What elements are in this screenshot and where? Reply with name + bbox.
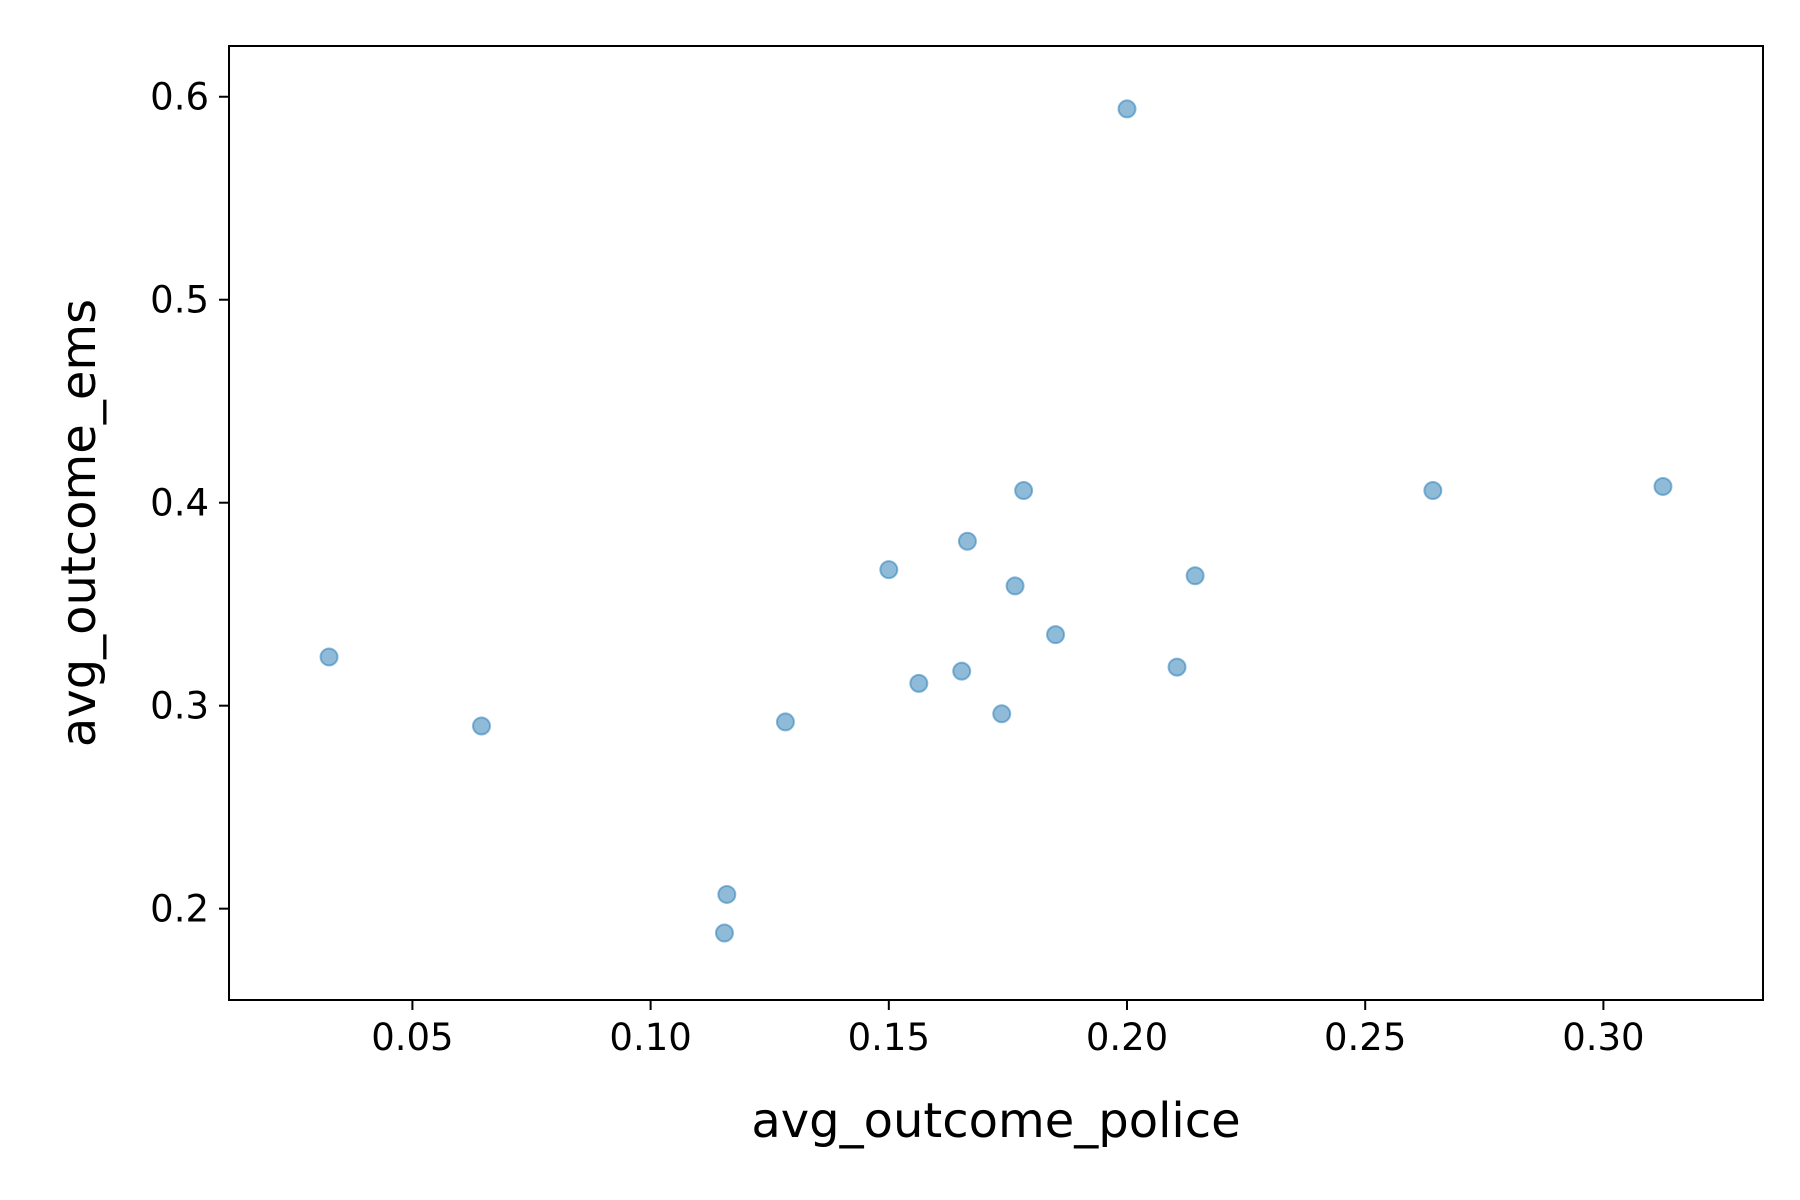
- data-point: [1117, 99, 1137, 119]
- y-tick-label: 0.2: [150, 888, 209, 931]
- data-point: [879, 560, 899, 580]
- data-point: [1046, 625, 1066, 645]
- data-point: [992, 704, 1012, 724]
- data-point: [1014, 481, 1034, 501]
- x-tick-label: 0.15: [848, 1016, 930, 1059]
- data-point: [714, 923, 734, 943]
- x-tick-label: 0.25: [1324, 1016, 1406, 1059]
- data-points: [319, 99, 1673, 943]
- x-tick-label: 0.10: [609, 1016, 691, 1059]
- x-axis: 0.05 0.10 0.15 0.20 0.25 0.30: [371, 1000, 1645, 1059]
- data-point: [909, 673, 929, 693]
- plot-frame: [228, 45, 1764, 1001]
- data-point: [1423, 481, 1443, 501]
- data-point: [1653, 476, 1673, 496]
- x-axis-label: avg_outcome_police: [751, 1093, 1240, 1149]
- data-point: [1005, 576, 1025, 596]
- data-point: [471, 716, 491, 736]
- x-tick-label: 0.20: [1086, 1016, 1168, 1059]
- x-tick-label: 0.30: [1562, 1016, 1644, 1059]
- x-tick-label: 0.05: [371, 1016, 453, 1059]
- y-tick-label: 0.4: [150, 482, 209, 525]
- y-tick-label: 0.3: [150, 685, 209, 728]
- data-point: [775, 712, 795, 732]
- data-point: [952, 661, 972, 681]
- data-point: [957, 531, 977, 551]
- data-point: [319, 647, 339, 667]
- y-tick-label: 0.6: [150, 76, 209, 119]
- y-axis-label: avg_outcome_ems: [51, 299, 107, 747]
- y-axis: 0.2 0.3 0.4 0.5 0.6: [150, 76, 229, 931]
- data-point: [1185, 566, 1205, 586]
- data-point: [1167, 657, 1187, 677]
- data-point: [717, 884, 737, 904]
- y-tick-label: 0.5: [150, 279, 209, 322]
